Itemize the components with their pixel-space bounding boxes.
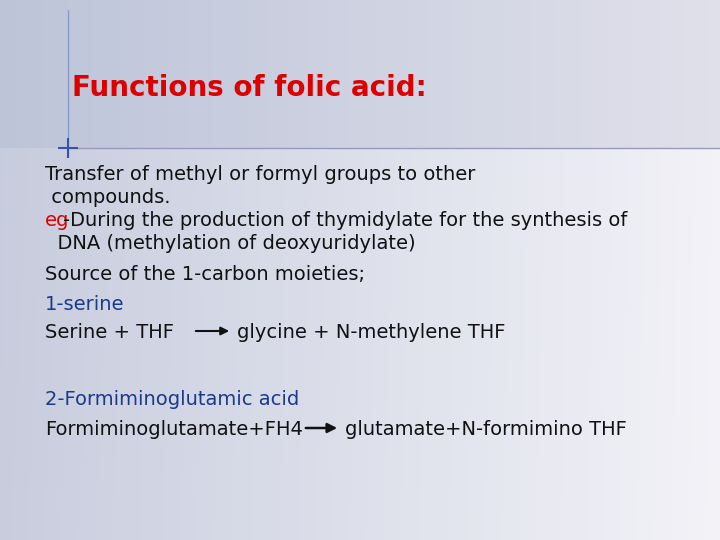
Text: Transfer of methyl or formyl groups to other: Transfer of methyl or formyl groups to o… bbox=[45, 165, 475, 184]
Text: Serine + THF: Serine + THF bbox=[45, 323, 174, 342]
Text: Source of the 1-carbon moieties;: Source of the 1-carbon moieties; bbox=[45, 265, 365, 284]
Text: glutamate+N-formimino THF: glutamate+N-formimino THF bbox=[345, 420, 627, 439]
Text: Functions of folic acid:: Functions of folic acid: bbox=[72, 74, 427, 102]
Text: compounds.: compounds. bbox=[45, 188, 171, 207]
Text: 1-serine: 1-serine bbox=[45, 295, 125, 314]
Text: eg: eg bbox=[45, 211, 69, 230]
Text: Formiminoglutamate+FH4: Formiminoglutamate+FH4 bbox=[45, 420, 303, 439]
Text: -During the production of thymidylate for the synthesis of: -During the production of thymidylate fo… bbox=[63, 211, 627, 230]
Text: 2-Formiminoglutamic acid: 2-Formiminoglutamic acid bbox=[45, 390, 300, 409]
Text: DNA (methylation of deoxyuridylate): DNA (methylation of deoxyuridylate) bbox=[45, 234, 415, 253]
Text: glycine + N-methylene THF: glycine + N-methylene THF bbox=[237, 323, 505, 342]
